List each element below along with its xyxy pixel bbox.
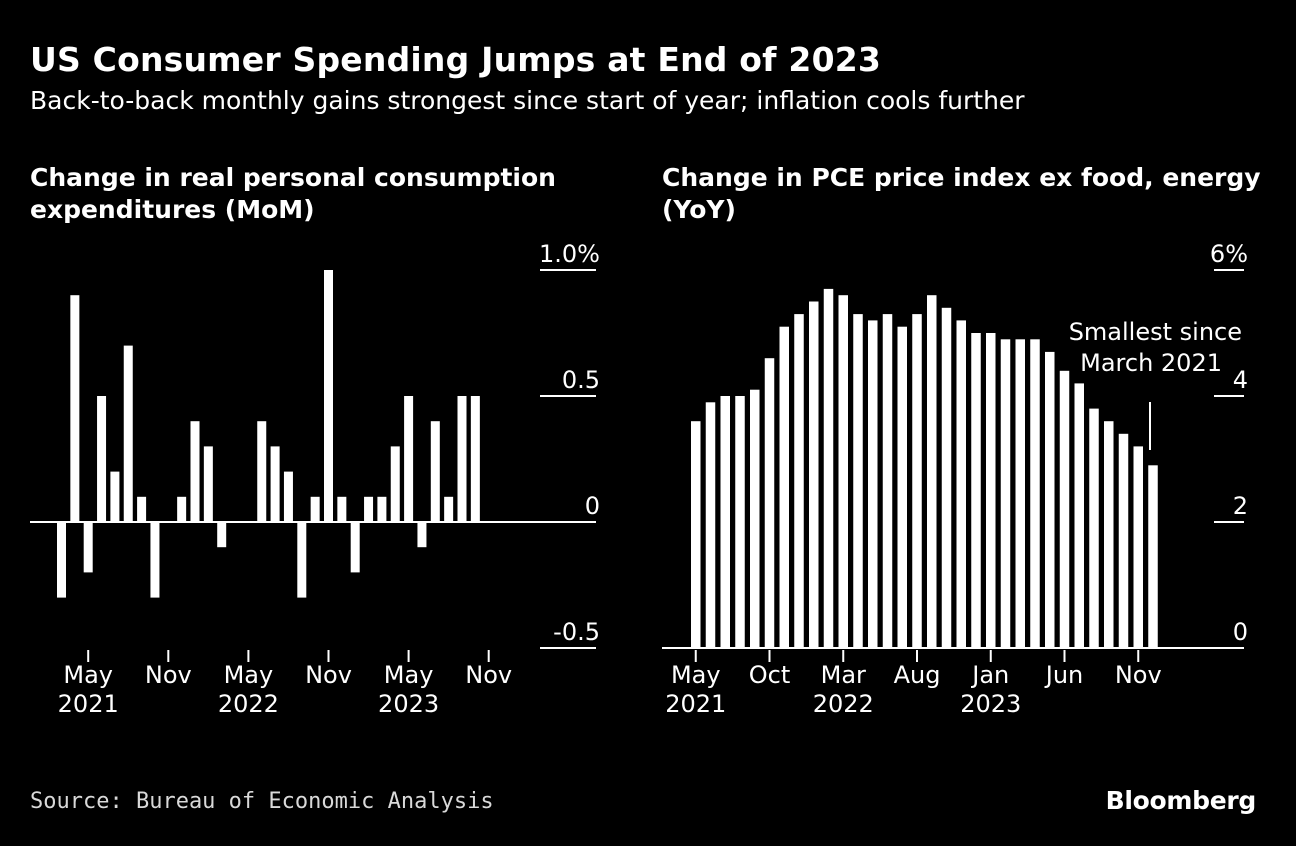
left-bar-jun-2022	[257, 421, 267, 522]
left-xtick-month: Nov	[145, 661, 192, 689]
right-ytick-label: 2	[1233, 492, 1248, 520]
left-bar-sep-2021	[137, 496, 147, 522]
left-bar-may-2023	[404, 396, 414, 522]
left-bar-mar-2022	[217, 522, 227, 548]
right-bar-jul-2023	[1074, 383, 1084, 648]
left-bar-oct-2022	[310, 496, 320, 522]
right-bar-dec-2022	[971, 333, 981, 648]
left-bar-oct-2021	[150, 522, 160, 598]
left-xtick-month: May	[63, 661, 113, 689]
left-bar-mar-2021	[57, 522, 66, 598]
annotation-line2: March 2021	[1080, 349, 1222, 377]
left-bar-oct-2023	[470, 396, 480, 522]
left-xtick-month: May	[384, 661, 434, 689]
right-xtick-year: 2022	[813, 690, 874, 718]
left-bar-jan-2022	[190, 421, 200, 522]
right-ytick-label: 6%	[1210, 240, 1248, 268]
left-bar-nov-2022	[324, 270, 333, 522]
right-xtick-month: May	[671, 661, 721, 689]
left-xtick-year: 2021	[58, 690, 119, 718]
right-ytick-label: 4	[1233, 366, 1248, 394]
left-bar-jun-2021	[97, 396, 107, 522]
left-bar-sep-2023	[457, 396, 467, 522]
left-ytick-label: 0.5	[562, 366, 600, 394]
left-xtick-month: May	[224, 661, 274, 689]
left-bar-mar-2023	[377, 496, 387, 522]
right-bar-apr-2022	[853, 314, 863, 648]
left-bar-jul-2021	[110, 471, 120, 522]
left-xtick-month: Nov	[465, 661, 512, 689]
left-bar-aug-2021	[123, 345, 133, 522]
right-xtick-month: Oct	[749, 661, 791, 689]
right-bar-oct-2023	[1118, 433, 1129, 648]
left-bar-may-2021	[83, 522, 93, 573]
source-note: Source: Bureau of Economic Analysis	[30, 789, 494, 814]
left-bar-sep-2022	[297, 522, 307, 598]
right-bar-jan-2022	[809, 301, 819, 648]
right-bar-mar-2023	[1015, 339, 1025, 648]
right-bar-feb-2022	[823, 288, 834, 648]
left-xtick-year: 2023	[378, 690, 439, 718]
right-bar-may-2021	[691, 421, 701, 648]
right-bar-nov-2023	[1133, 446, 1143, 648]
annotation-line1: Smallest since	[1069, 318, 1242, 346]
right-bar-apr-2023	[1030, 339, 1040, 648]
right-bar-aug-2021	[735, 396, 745, 648]
right-xtick-month: Mar	[821, 661, 866, 689]
left-bar-feb-2022	[203, 446, 213, 522]
left-bar-feb-2023	[364, 496, 374, 522]
right-bar-feb-2023	[1000, 339, 1011, 648]
right-bar-jul-2022	[897, 326, 907, 648]
right-bar-may-2023	[1045, 351, 1055, 648]
right-xtick-month: Nov	[1115, 661, 1162, 689]
right-bar-jun-2023	[1059, 370, 1070, 648]
right-bar-aug-2022	[912, 314, 922, 648]
right-xtick-year: 2023	[960, 690, 1021, 718]
right-xtick-month: Aug	[894, 661, 941, 689]
left-ytick-label: 1.0%	[539, 240, 600, 268]
right-bar-nov-2021	[779, 326, 789, 648]
left-bar-aug-2023	[444, 496, 454, 522]
left-bar-dec-2022	[337, 496, 347, 522]
right-bar-may-2022	[868, 320, 878, 648]
right-bar-dec-2021	[794, 314, 804, 648]
left-bar-jul-2022	[270, 446, 280, 522]
left-bar-jul-2023	[430, 421, 440, 522]
left-ytick-label: -0.5	[553, 618, 600, 646]
right-bar-jan-2023	[986, 333, 996, 648]
left-bar-jan-2023	[350, 522, 360, 573]
right-xtick-year: 2021	[665, 690, 726, 718]
right-bar-sep-2021	[750, 389, 760, 648]
left-bar-apr-2021	[70, 295, 80, 522]
left-bar-aug-2022	[283, 471, 293, 522]
page-title: US Consumer Spending Jumps at End of 202…	[30, 40, 882, 79]
right-bar-oct-2021	[764, 358, 775, 648]
right-bar-oct-2022	[941, 307, 952, 648]
right-bar-nov-2022	[956, 320, 966, 648]
bloomberg-logo: Bloomberg	[1105, 786, 1257, 815]
left-bar-dec-2021	[177, 496, 187, 522]
right-bar-jun-2021	[705, 402, 716, 648]
left-bar-apr-2023	[390, 446, 400, 522]
right-bar-aug-2023	[1089, 408, 1099, 648]
left-bar-jun-2023	[417, 522, 427, 548]
right-xtick-month: Jun	[1044, 661, 1084, 689]
right-chart-title: Change in PCE price index ex food, energ…	[662, 163, 1261, 224]
right-bar-sep-2022	[927, 295, 937, 648]
right-bar-dec-2023	[1148, 465, 1158, 648]
right-ytick-label: 0	[1233, 618, 1248, 646]
right-bar-jun-2022	[882, 314, 893, 648]
right-bar-mar-2022	[838, 295, 848, 648]
right-bar-jul-2021	[720, 396, 730, 648]
page-subtitle: Back-to-back monthly gains strongest sin…	[30, 86, 1025, 115]
left-chart-title: Change in real personal consumption expe…	[30, 163, 556, 224]
right-xtick-month: Jan	[970, 661, 1009, 689]
right-bar-sep-2023	[1104, 421, 1114, 648]
left-xtick-year: 2022	[218, 690, 279, 718]
left-xtick-month: Nov	[305, 661, 352, 689]
left-ytick-label: 0	[585, 492, 600, 520]
